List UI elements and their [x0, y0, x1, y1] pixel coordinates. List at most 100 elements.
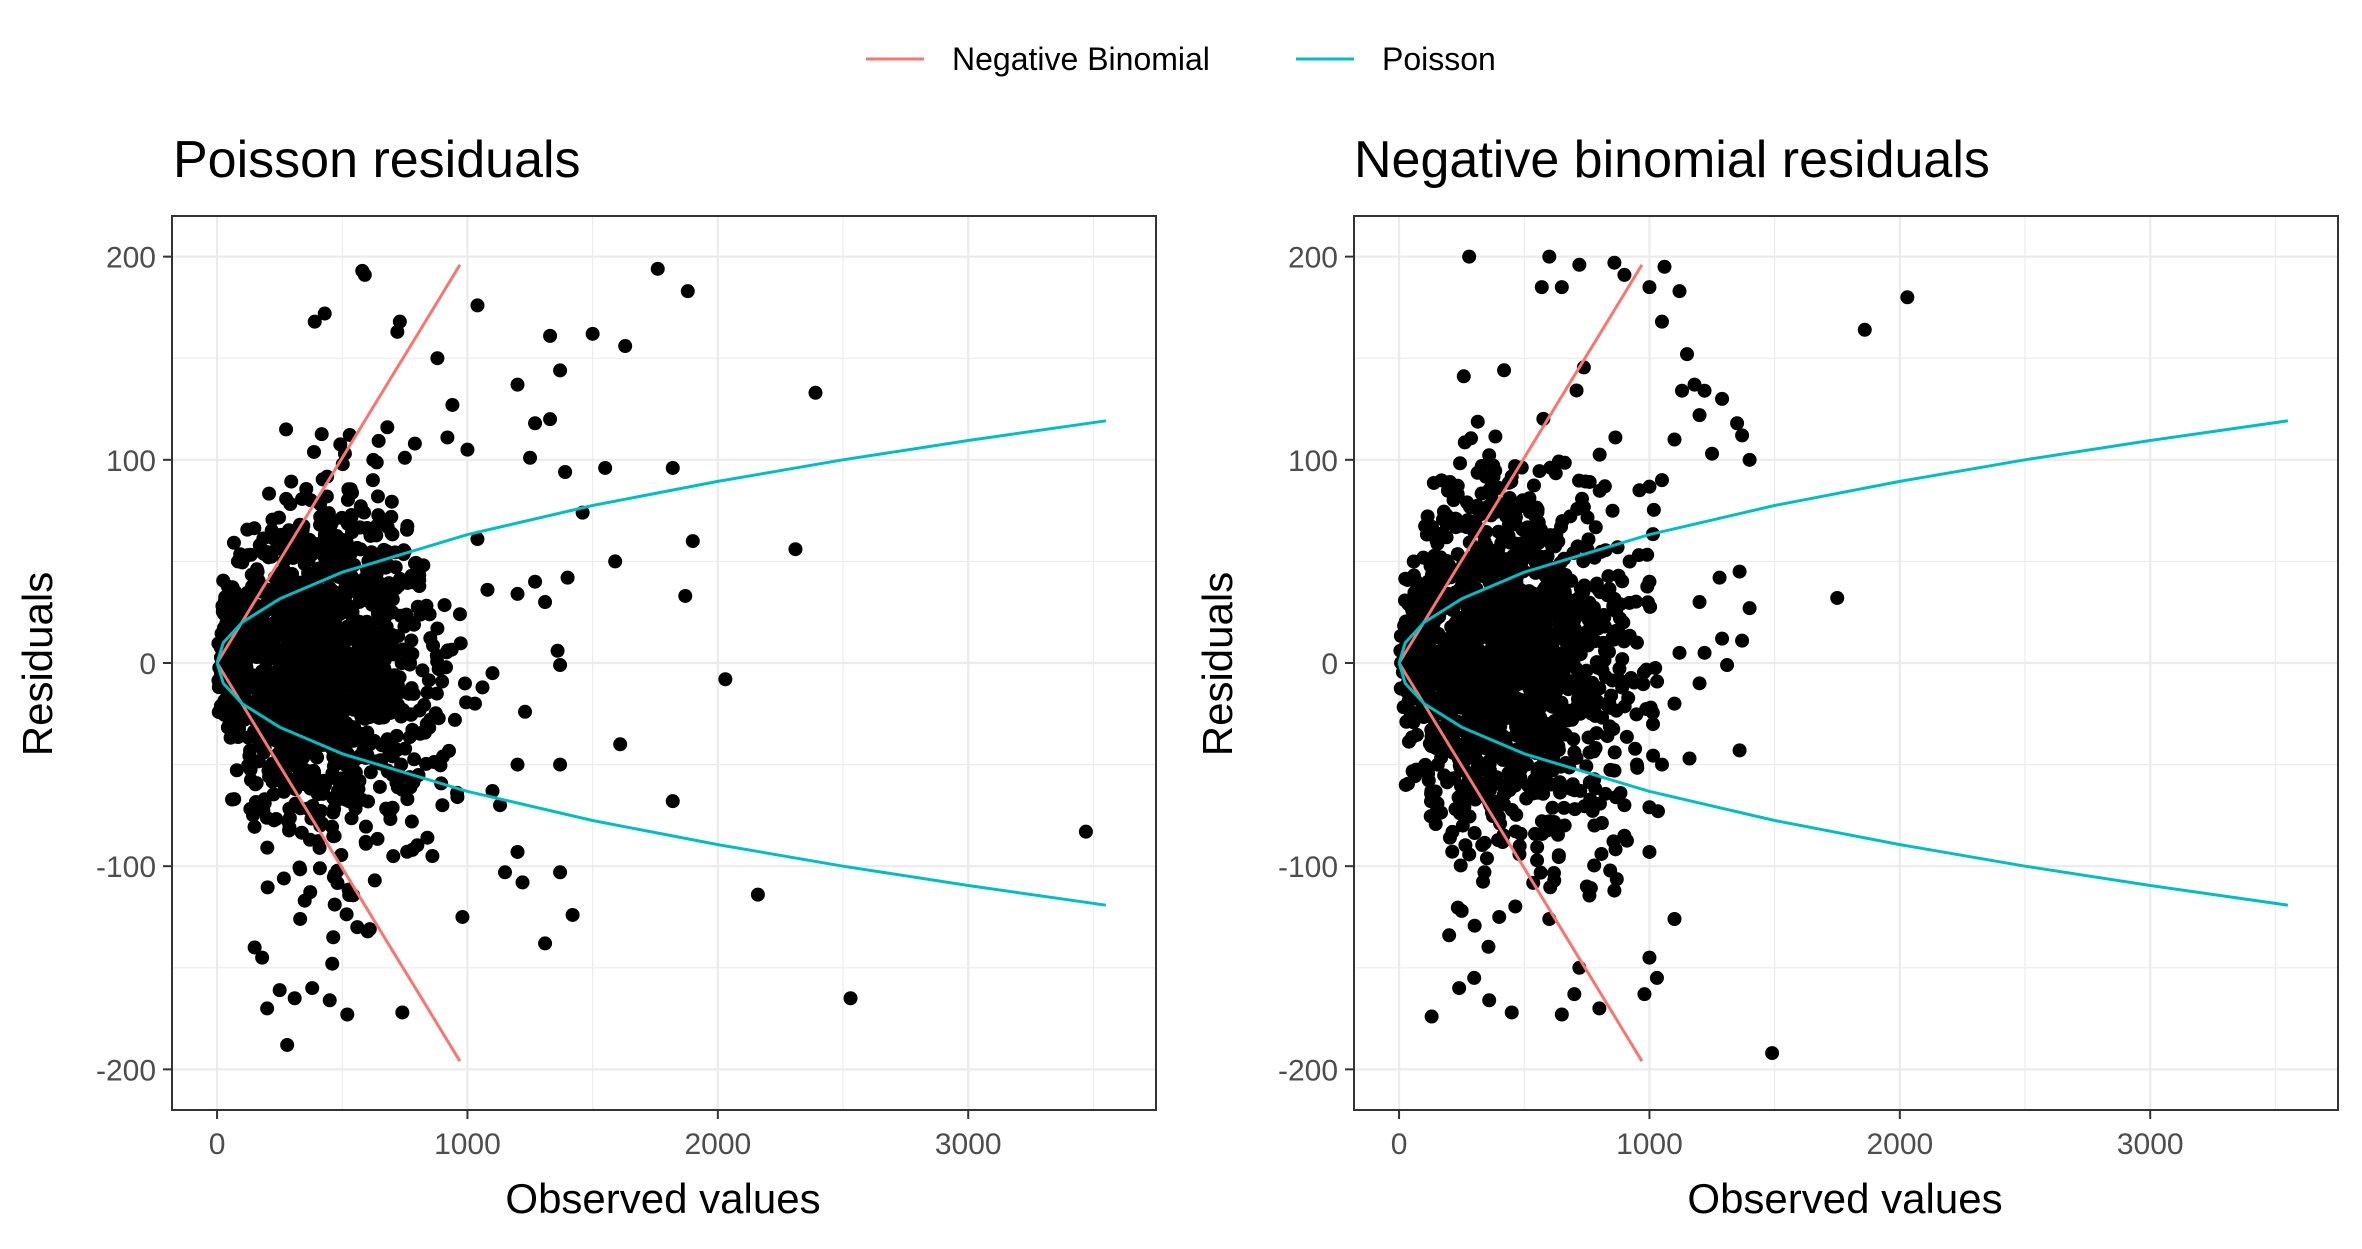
data-point: [750, 887, 765, 902]
data-point: [493, 798, 507, 813]
data-point: [1530, 785, 1545, 800]
data-point: [1470, 600, 1485, 615]
data-point: [322, 648, 337, 663]
y-tick-label: 200: [106, 242, 156, 275]
data-point: [294, 825, 309, 840]
data-point: [550, 643, 565, 658]
data-point: [261, 621, 276, 636]
data-point: [1394, 655, 1409, 670]
x-tick-label: 1000: [434, 1128, 501, 1161]
data-point: [1631, 548, 1646, 563]
data-point: [1445, 844, 1460, 859]
data-point: [1406, 568, 1421, 583]
data-point: [1475, 838, 1490, 853]
data-point: [1530, 853, 1545, 868]
data-point: [1857, 322, 1872, 337]
data-point: [358, 819, 373, 834]
data-point: [1481, 939, 1496, 954]
data-point: [324, 664, 339, 679]
data-point: [1588, 520, 1603, 535]
data-point: [1480, 548, 1495, 563]
data-point: [269, 664, 284, 679]
data-point: [226, 535, 241, 550]
data-point: [1596, 608, 1611, 623]
data-point: [553, 865, 568, 880]
data-point: [419, 756, 434, 771]
data-point: [665, 794, 680, 809]
data-point: [301, 565, 316, 580]
data-point: [336, 703, 351, 718]
data-point: [1646, 717, 1661, 732]
data-point: [361, 666, 376, 681]
data-point: [1474, 486, 1489, 501]
data-point: [1423, 809, 1438, 824]
data-point: [404, 814, 419, 829]
data-point: [398, 741, 413, 756]
data-point: [357, 267, 372, 282]
data-point: [1508, 824, 1523, 839]
data-point: [1612, 611, 1627, 626]
data-point: [460, 442, 475, 457]
data-point: [1582, 474, 1597, 489]
data-point: [405, 646, 420, 661]
data-point: [408, 556, 423, 571]
data-point: [598, 460, 613, 475]
data-point: [1596, 635, 1611, 650]
data-point: [374, 512, 389, 527]
data-point: [1453, 456, 1468, 471]
data-point: [313, 671, 328, 686]
data-point: [1482, 993, 1497, 1008]
data-point: [327, 897, 342, 912]
data-point: [1500, 707, 1515, 722]
data-point: [1527, 606, 1542, 621]
data-point: [1557, 455, 1572, 470]
data-point: [618, 339, 633, 354]
data-point: [346, 730, 361, 745]
data-point: [363, 528, 378, 543]
data-point: [1467, 651, 1482, 666]
data-point: [262, 486, 277, 501]
data-point: [1577, 799, 1592, 814]
data-point: [1579, 759, 1594, 774]
data-point: [431, 662, 446, 677]
data-point: [1603, 762, 1618, 777]
data-point: [1619, 729, 1634, 744]
data-point: [1477, 776, 1492, 791]
data-point: [1682, 751, 1697, 766]
data-point: [1436, 504, 1451, 519]
panel-poisson-residuals: Poisson residuals Residuals Observed val…: [14, 131, 1157, 1222]
data-point: [1467, 918, 1482, 933]
data-point: [420, 830, 435, 845]
data-point: [400, 792, 415, 807]
data-point: [843, 991, 858, 1006]
y-axis-ticks: -200 -100 0 100 200: [96, 242, 172, 1087]
data-point: [1401, 694, 1416, 709]
data-point: [1474, 690, 1489, 705]
data-point: [223, 696, 238, 711]
data-point: [585, 326, 600, 341]
data-point: [327, 802, 342, 817]
data-point: [251, 643, 266, 658]
data-point: [1675, 383, 1689, 398]
data-point: [404, 633, 419, 648]
data-point: [1645, 705, 1660, 720]
x-tick-label: 3000: [2117, 1128, 2184, 1161]
data-point: [1401, 713, 1416, 728]
data-point: [1632, 483, 1647, 498]
data-point: [1497, 363, 1512, 378]
data-point: [538, 936, 553, 951]
data-point: [1518, 631, 1533, 646]
data-point: [528, 574, 543, 589]
data-point: [305, 981, 320, 996]
data-point: [317, 557, 332, 572]
data-point: [1420, 509, 1435, 524]
data-point: [388, 560, 403, 575]
data-point: [1430, 536, 1445, 551]
data-point: [302, 642, 317, 657]
data-point: [1428, 740, 1443, 755]
data-point: [1667, 696, 1682, 711]
data-point: [379, 545, 394, 560]
data-point: [339, 534, 354, 549]
data-point: [370, 831, 385, 846]
data-point: [371, 433, 386, 448]
